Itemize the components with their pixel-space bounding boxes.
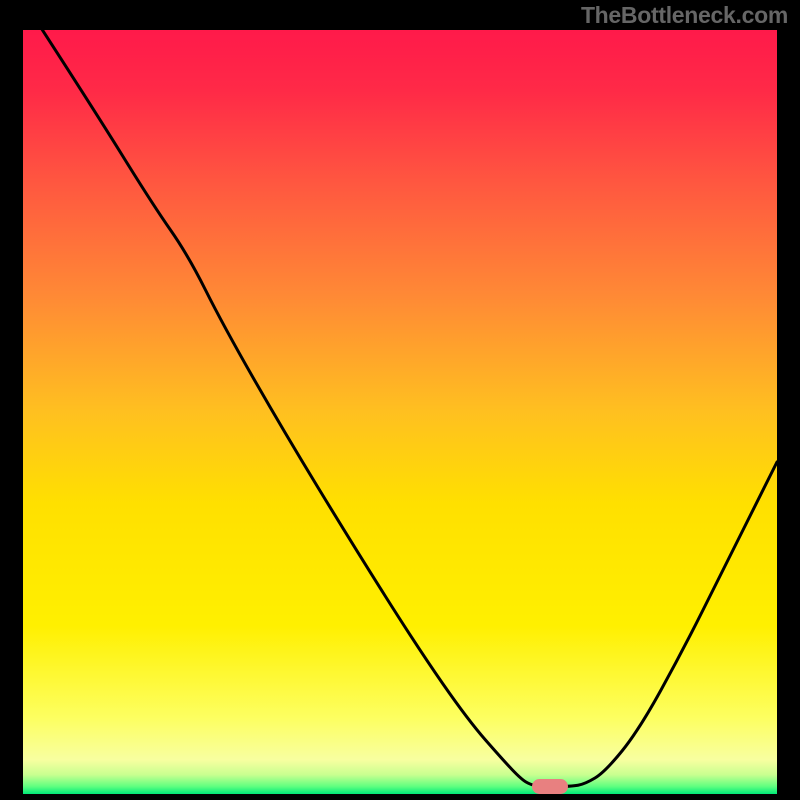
chart-frame: TheBottleneck.com	[0, 0, 800, 800]
plot-area	[23, 30, 777, 794]
gradient-background	[23, 30, 777, 794]
watermark-text: TheBottleneck.com	[581, 2, 788, 29]
optimal-marker	[532, 779, 568, 794]
